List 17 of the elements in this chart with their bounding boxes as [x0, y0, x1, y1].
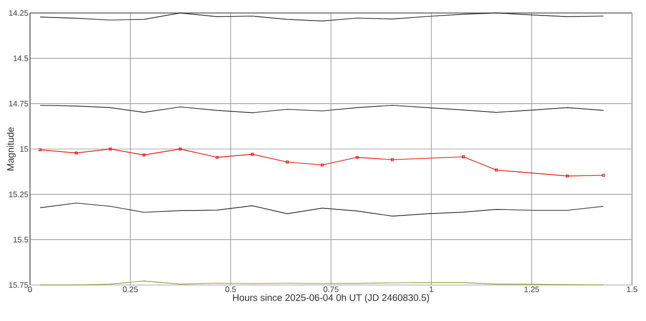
- line-series: [40, 104, 604, 114]
- point: [356, 156, 358, 159]
- line-series: [40, 12, 604, 22]
- point: [286, 160, 289, 164]
- point: [566, 174, 569, 178]
- point: [142, 154, 146, 156]
- point: [74, 152, 78, 154]
- line-series: [40, 202, 604, 216]
- point: [391, 158, 394, 162]
- point: [494, 168, 498, 172]
- x-axis-title: Hours since 2025-06-04 0h UT (JD 2460830.5): [233, 294, 430, 303]
- y-axis-title: Magnitude: [6, 127, 16, 170]
- point: [320, 164, 324, 166]
- point: [250, 152, 254, 156]
- point: [216, 156, 218, 159]
- point: [178, 148, 182, 150]
- point: [462, 155, 465, 158]
